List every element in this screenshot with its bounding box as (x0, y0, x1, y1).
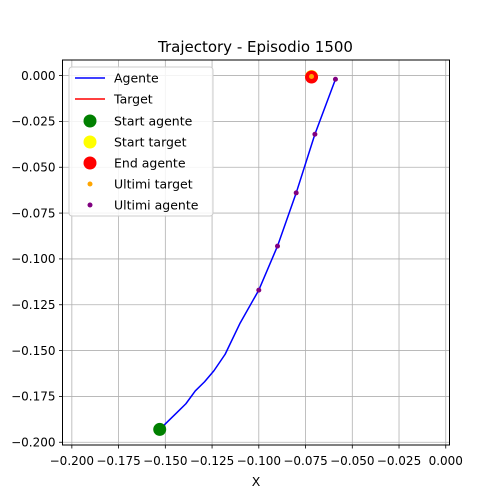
legend-end-agente-swatch (83, 156, 97, 170)
ultimi-agente-point (332, 76, 338, 82)
x-tick-label: −0.125 (190, 454, 234, 468)
x-tick-label: −0.150 (143, 454, 187, 468)
start-agente-marker (153, 422, 167, 436)
legend-ultimi-agente-swatch (87, 202, 93, 208)
y-tick-label: −0.075 (11, 206, 55, 220)
legend-agente-label: Agente (114, 71, 159, 86)
plot-series (153, 70, 338, 436)
ultimi-agente-point (312, 131, 318, 137)
x-tick-label: −0.175 (96, 454, 140, 468)
x-axis-label: X (252, 474, 261, 489)
legend-ultimi-target-swatch (87, 181, 93, 187)
y-tick-label: −0.150 (11, 344, 55, 358)
y-tick-label: −0.050 (11, 161, 55, 175)
agente-trajectory-line (159, 78, 337, 430)
plot-frame (62, 59, 450, 446)
x-axis-ticks: −0.200 −0.175 −0.150 −0.125 −0.100 −0.075 −0.0… (50, 445, 463, 468)
legend-start-agente-swatch (83, 114, 97, 128)
ultimi-target-point (309, 74, 315, 79)
y-axis-ticks: 0.000 −0.025 −0.050 −0.075 −0.100 −0.125 −0.15… (11, 69, 63, 450)
legend: Agente Target Start agente Start target End … (68, 66, 214, 217)
x-tick-label: −0.025 (377, 454, 421, 468)
x-tick-label: −0.100 (237, 454, 281, 468)
legend-start-target-label: Start target (114, 135, 187, 150)
legend-target-label: Target (113, 92, 153, 107)
y-tick-label: −0.175 (11, 390, 55, 404)
y-tick-label: −0.025 (11, 115, 55, 129)
legend-ultimi-target-label: Ultimi target (114, 177, 193, 192)
ultimi-agente-point (256, 287, 262, 293)
legend-box (68, 66, 214, 217)
x-tick-label: −0.200 (50, 454, 94, 468)
legend-start-target-swatch (83, 135, 97, 149)
legend-end-agente-label: End agente (114, 156, 186, 171)
y-tick-label: −0.100 (11, 252, 55, 266)
legend-ultimi-agente-label: Ultimi agente (114, 198, 199, 213)
legend-start-agente-label: Start agente (114, 114, 193, 129)
y-tick-label: 0.000 (21, 69, 55, 83)
x-tick-label: 0.000 (429, 454, 463, 468)
x-tick-label: −0.050 (330, 454, 374, 468)
ultimi-agente-point (293, 190, 299, 196)
y-tick-label: −0.200 (11, 436, 55, 450)
chart-title: Trajectory - Episodio 1500 (157, 38, 353, 56)
x-tick-label: −0.075 (283, 454, 327, 468)
y-tick-label: −0.125 (11, 298, 55, 312)
ultimi-agente-point (275, 243, 280, 249)
